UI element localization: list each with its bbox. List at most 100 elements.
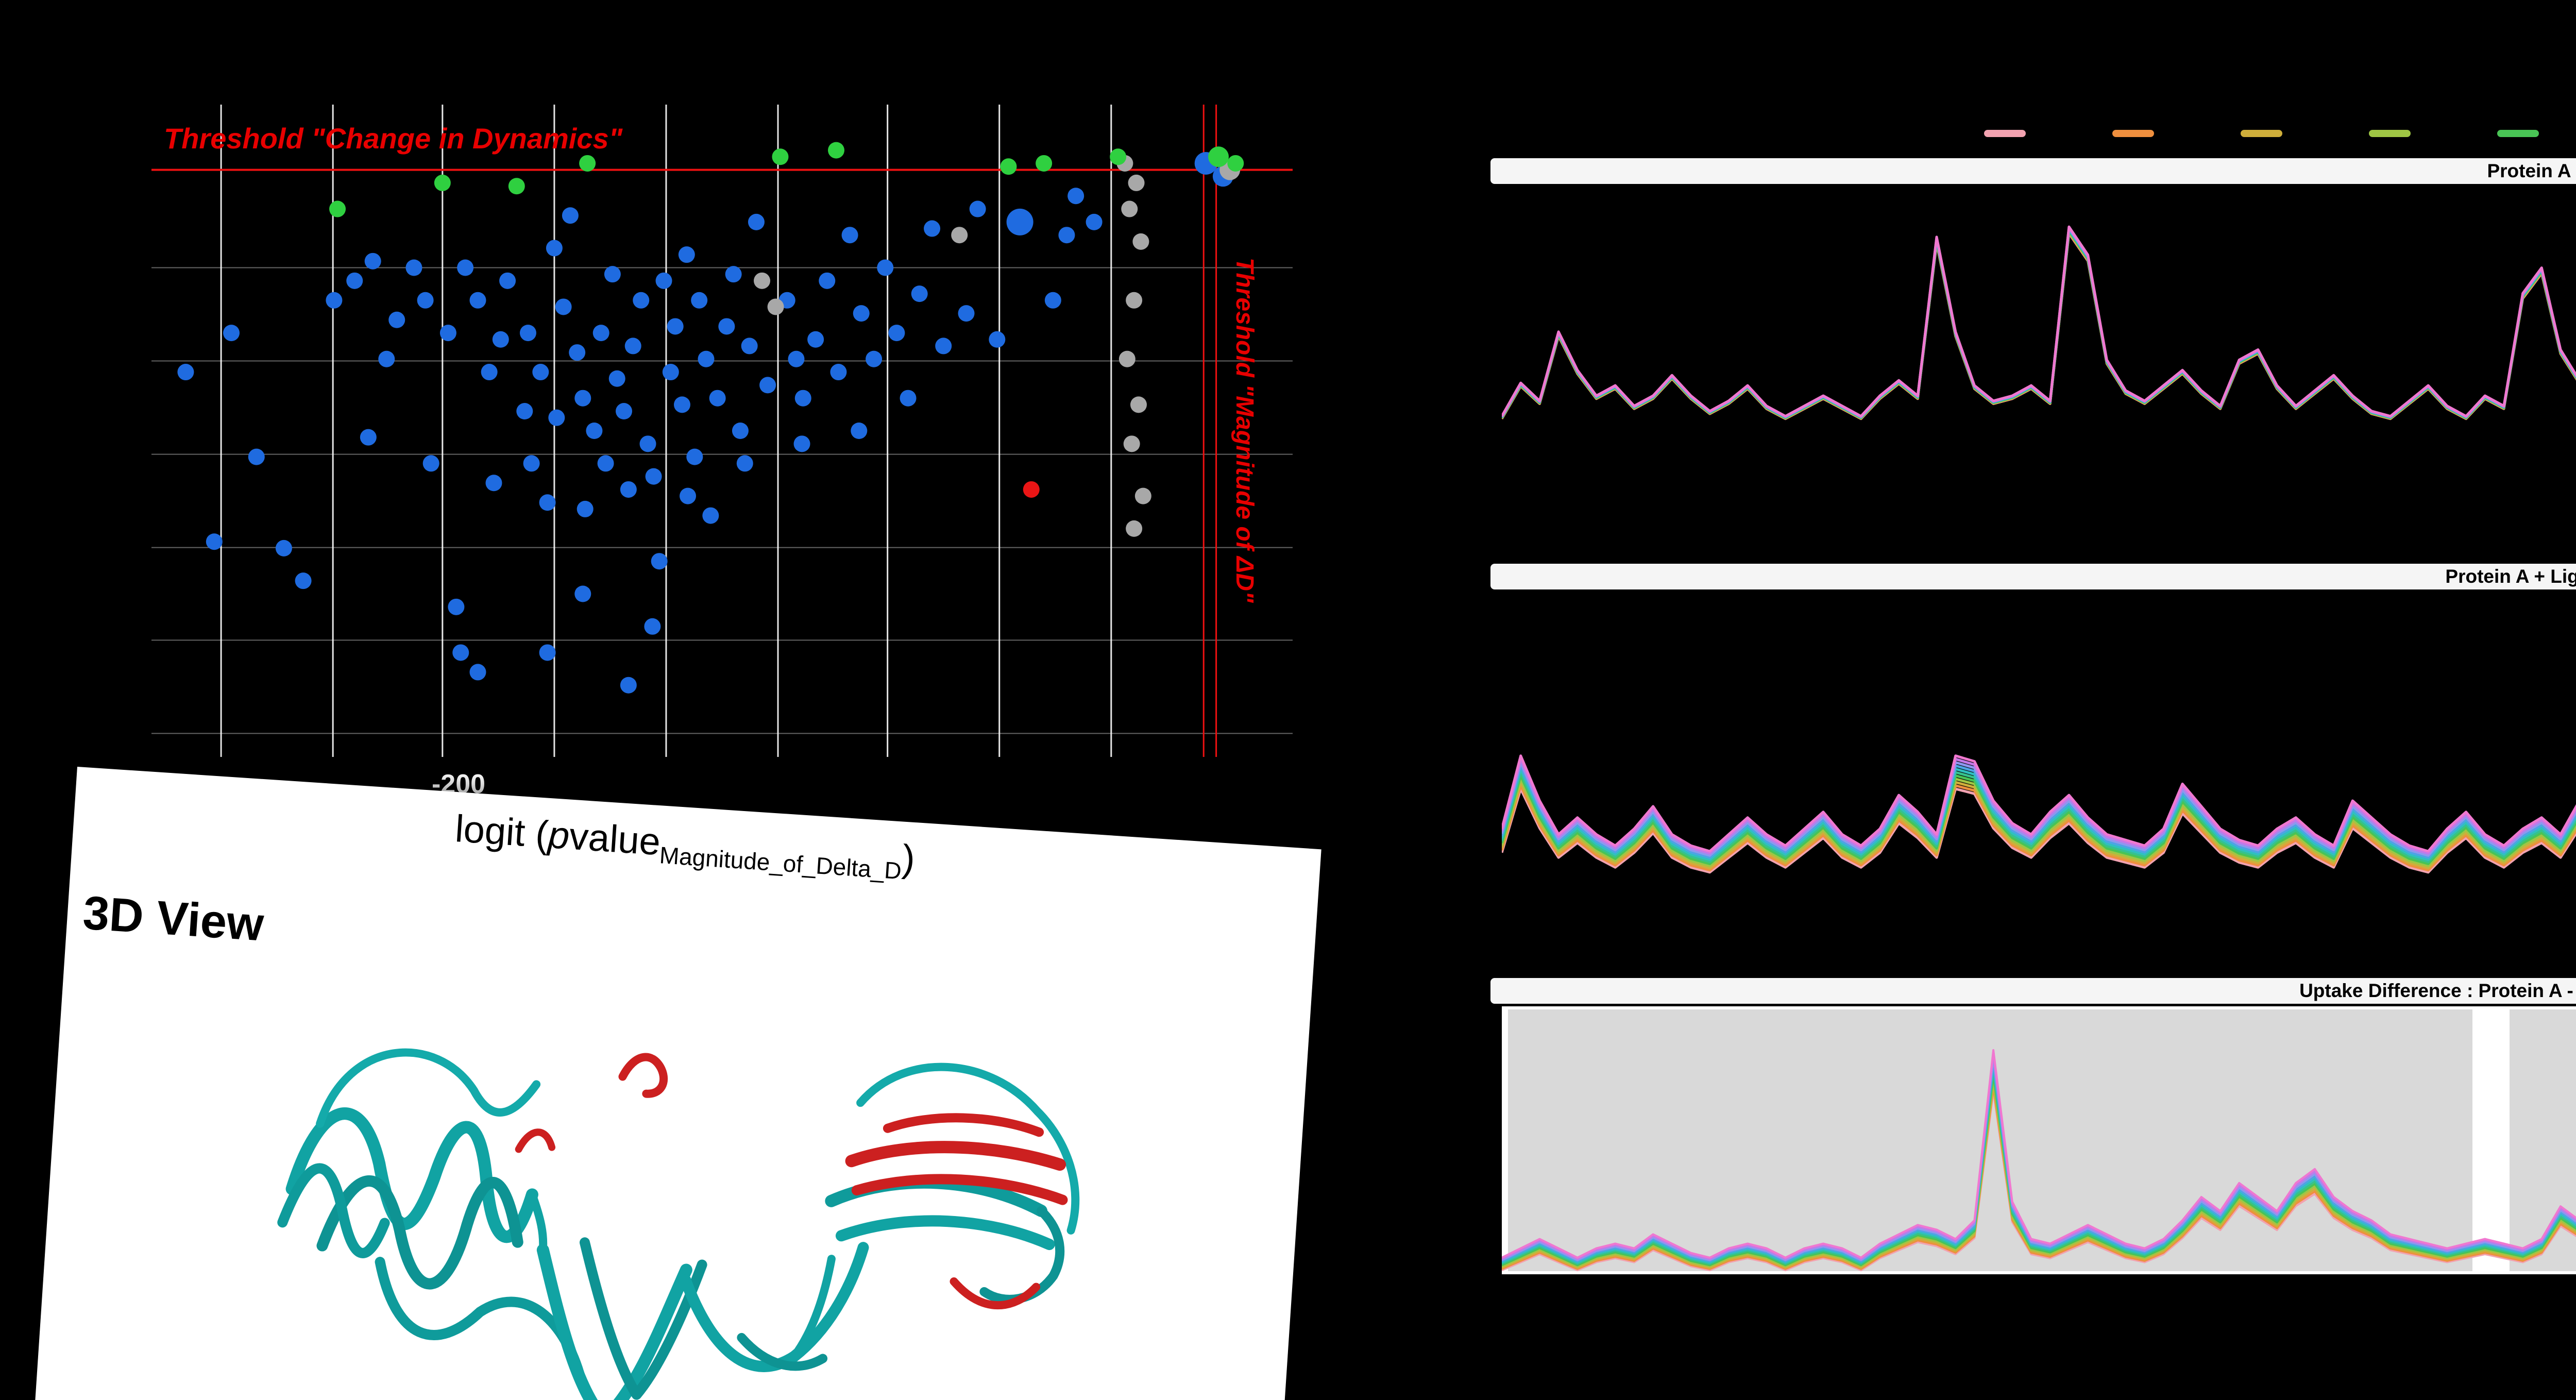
scatter-point-blue[interactable]	[562, 207, 579, 224]
scatter-point-blue[interactable]	[655, 272, 672, 289]
scatter-point-blue[interactable]	[1044, 292, 1061, 309]
scatter-point-blue[interactable]	[620, 481, 637, 498]
scatter-point-blue[interactable]	[616, 403, 633, 420]
scatter-point-blue[interactable]	[481, 364, 498, 381]
scatter-point-blue[interactable]	[958, 305, 975, 322]
volcano-canvas[interactable]	[151, 105, 1293, 757]
scatter-point-blue[interactable]	[830, 364, 847, 381]
scatter-point-blue[interactable]	[969, 200, 986, 217]
scatter-point-blue[interactable]	[604, 266, 621, 283]
scatter-point-blue[interactable]	[574, 390, 591, 407]
scatter-point-blue[interactable]	[586, 423, 603, 439]
scatter-point-blue[interactable]	[1006, 208, 1033, 235]
scatter-point-gray[interactable]	[1118, 350, 1136, 367]
scatter-point-blue[interactable]	[935, 338, 952, 355]
scatter-point-blue[interactable]	[725, 266, 742, 283]
scatter-point-blue[interactable]	[439, 325, 456, 342]
protein-a-ligand-chart[interactable]	[1502, 595, 2576, 951]
scatter-point-gray[interactable]	[951, 227, 968, 244]
scatter-point-blue[interactable]	[709, 390, 726, 407]
scatter-point-blue[interactable]	[1067, 188, 1084, 205]
uptake_difference-series-line[interactable]	[1502, 1066, 2576, 1269]
scatter-point-green[interactable]	[508, 178, 525, 195]
scatter-point-green[interactable]	[329, 200, 346, 217]
scatter-point-blue[interactable]	[539, 644, 556, 661]
scatter-point-gray[interactable]	[1130, 396, 1147, 413]
scatter-point-green[interactable]	[828, 142, 844, 159]
structure-panel[interactable]: logit (pvalueMagnitude_of_Delta_D) 3D Vi…	[25, 767, 1321, 1400]
scatter-point-blue[interactable]	[326, 292, 343, 309]
scatter-point-gray[interactable]	[1132, 233, 1149, 250]
uptake_difference-series-line[interactable]	[1502, 1070, 2576, 1271]
scatter-point-blue[interactable]	[807, 331, 824, 348]
scatter-point-blue[interactable]	[360, 429, 377, 446]
scatter-point-blue[interactable]	[667, 318, 684, 335]
scatter-point-gray[interactable]	[1123, 435, 1140, 452]
scatter-point-blue[interactable]	[523, 455, 540, 472]
scatter-point-blue[interactable]	[469, 664, 486, 681]
scatter-point-blue[interactable]	[624, 338, 641, 355]
protein_a_ligand-series-line[interactable]	[1502, 654, 2576, 855]
scatter-point-blue[interactable]	[577, 500, 594, 517]
scatter-point-blue[interactable]	[841, 227, 858, 244]
scatter-point-blue[interactable]	[492, 331, 509, 348]
scatter-point-blue[interactable]	[574, 585, 591, 602]
scatter-point-blue[interactable]	[378, 350, 395, 367]
protein_a_ligand-series-line[interactable]	[1502, 696, 2576, 874]
scatter-point-blue[interactable]	[736, 455, 753, 472]
scatter-point-blue[interactable]	[741, 338, 758, 355]
scatter-point-blue[interactable]	[388, 311, 405, 328]
scatter-point-green[interactable]	[434, 174, 451, 191]
scatter-point-blue[interactable]	[1058, 227, 1075, 244]
scatter-point-green[interactable]	[1036, 155, 1053, 172]
protein_a_ligand-series-line[interactable]	[1502, 691, 2576, 872]
protein_a-series-line[interactable]	[1502, 225, 2576, 444]
scatter-point-blue[interactable]	[793, 435, 810, 452]
scatter-point-blue[interactable]	[639, 435, 656, 452]
scatter-point-green[interactable]	[579, 155, 596, 172]
scatter-point-blue[interactable]	[295, 572, 312, 589]
legend-swatch[interactable]	[2497, 130, 2539, 137]
scatter-point-blue[interactable]	[275, 539, 292, 556]
legend-swatch[interactable]	[2112, 130, 2154, 137]
scatter-point-blue[interactable]	[819, 272, 836, 289]
scatter-point-blue[interactable]	[592, 325, 609, 342]
scatter-point-blue[interactable]	[698, 350, 715, 367]
scatter-point-blue[interactable]	[555, 298, 572, 315]
scatter-point-blue[interactable]	[364, 252, 381, 269]
uptake-difference-chart[interactable]	[1502, 1006, 2576, 1274]
scatter-point-blue[interactable]	[346, 272, 363, 289]
scatter-point-blue[interactable]	[597, 455, 614, 472]
uptake_difference-series-line[interactable]	[1502, 1078, 2576, 1271]
legend-swatch[interactable]	[2241, 130, 2282, 137]
protein-a-chart[interactable]	[1502, 188, 2576, 544]
uptake_difference-series-line[interactable]	[1502, 1053, 2576, 1266]
scatter-point-blue[interactable]	[989, 331, 1006, 348]
scatter-point-blue[interactable]	[519, 325, 536, 342]
protein_a_ligand-series-line[interactable]	[1502, 677, 2576, 865]
scatter-point-blue[interactable]	[866, 350, 883, 367]
protein_a_ligand-series-line[interactable]	[1502, 668, 2576, 861]
scatter-point-blue[interactable]	[548, 409, 565, 426]
scatter-point-blue[interactable]	[177, 364, 194, 381]
scatter-point-blue[interactable]	[900, 390, 917, 407]
protein_a_ligand-series-line[interactable]	[1502, 649, 2576, 853]
scatter-point-blue[interactable]	[673, 396, 690, 413]
uptake_difference-series-line[interactable]	[1502, 1082, 2576, 1271]
scatter-point-blue[interactable]	[608, 370, 625, 387]
scatter-point-gray[interactable]	[1126, 520, 1143, 537]
scatter-point-blue[interactable]	[877, 259, 894, 276]
scatter-point-green[interactable]	[1110, 148, 1127, 165]
scatter-point-gray[interactable]	[1126, 292, 1143, 309]
scatter-point-blue[interactable]	[539, 494, 556, 511]
scatter-point-blue[interactable]	[422, 455, 439, 472]
scatter-point-blue[interactable]	[702, 507, 719, 524]
scatter-point-blue[interactable]	[1086, 213, 1103, 230]
scatter-point-blue[interactable]	[748, 213, 765, 230]
scatter-point-blue[interactable]	[546, 240, 563, 257]
scatter-point-blue[interactable]	[569, 344, 586, 361]
scatter-point-blue[interactable]	[888, 325, 905, 342]
scatter-point-blue[interactable]	[405, 259, 422, 276]
scatter-point-blue[interactable]	[448, 598, 465, 615]
scatter-point-gray[interactable]	[767, 298, 784, 315]
